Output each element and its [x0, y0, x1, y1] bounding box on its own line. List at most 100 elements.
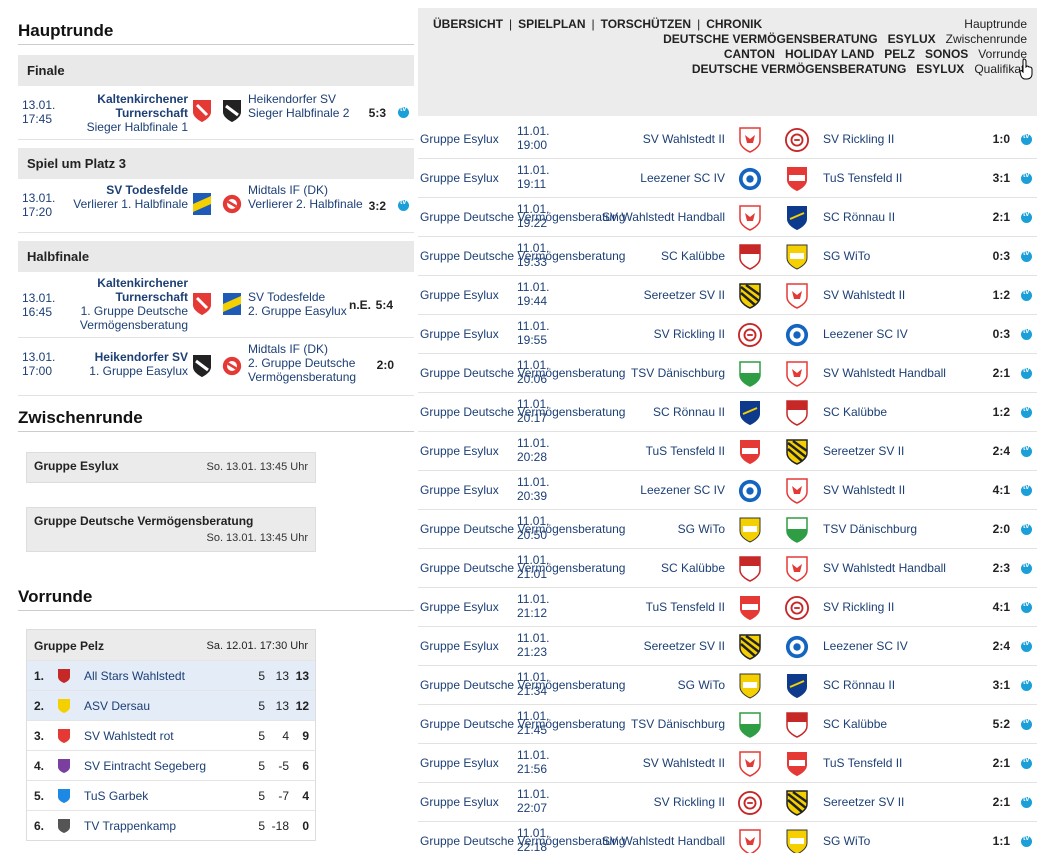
away-team[interactable]: Heikendorfer SV Sieger Halbfinale 2	[248, 92, 350, 120]
nav-vr-holiday[interactable]: HOLIDAY LAND	[784, 47, 875, 61]
away-team[interactable]: SG WiTo	[823, 249, 871, 263]
nav-q-dvag[interactable]: DEUTSCHE VERMÖGENSBERATUNG	[691, 62, 907, 76]
game-group[interactable]: Gruppe Esylux	[420, 795, 499, 809]
game-group[interactable]: Gruppe Esylux	[420, 444, 499, 458]
tv-icon[interactable]	[1021, 211, 1032, 223]
game-group[interactable]: Gruppe Deutsche Vermögensberatung	[420, 210, 626, 224]
standings-header[interactable]: Gruppe Pelz Sa. 12.01. 17:30 Uhr	[27, 630, 315, 660]
away-team[interactable]: TuS Tensfeld II	[823, 171, 903, 185]
standings-row[interactable]: 6. TV Trappenkamp 5 -18 0	[27, 810, 315, 840]
game-group[interactable]: Gruppe Deutsche Vermögensberatung	[420, 717, 626, 731]
tv-icon[interactable]	[1021, 523, 1032, 535]
game-row[interactable]: Gruppe Deutsche Vermögensberatung 11.01. 2…	[418, 666, 1037, 705]
away-team[interactable]: SV Wahlstedt Handball	[823, 561, 946, 575]
tv-icon[interactable]	[1021, 289, 1032, 301]
game-row[interactable]: Gruppe Deutsche Vermögensberatung 11.01. 2…	[418, 393, 1037, 432]
game-row[interactable]: Gruppe Deutsche Vermögensberatung 11.01. 2…	[418, 510, 1037, 549]
home-team[interactable]: Leezener SC IV	[640, 483, 725, 497]
home-team[interactable]: Kaltenkirchener Turnerschaft 1. Gruppe De…	[79, 276, 188, 332]
away-team[interactable]: SC Rönnau II	[823, 210, 896, 224]
tv-icon[interactable]	[1021, 640, 1032, 652]
game-row[interactable]: Gruppe Esylux 11.01. 19:00 SV Wahlstedt II S…	[418, 120, 1037, 159]
game-row[interactable]: Gruppe Deutsche Vermögensberatung 11.01. 2…	[418, 822, 1037, 853]
home-team[interactable]: Kaltenkirchener Turnerschaft Sieger Halbf…	[86, 92, 188, 134]
home-team[interactable]: TuS Tensfeld II	[645, 600, 725, 614]
game-group[interactable]: Gruppe Deutsche Vermögensberatung	[420, 561, 626, 575]
tv-icon[interactable]	[398, 106, 409, 118]
tv-icon[interactable]	[1021, 796, 1032, 808]
away-team[interactable]: Midtals IF (DK) 2. Gruppe Deutsche Vermög…	[248, 342, 357, 384]
tv-icon[interactable]	[1021, 718, 1032, 730]
game-group[interactable]: Gruppe Deutsche Vermögensberatung	[420, 834, 626, 848]
game-row[interactable]: Gruppe Esylux 11.01. 21:23 Sereetzer SV II L…	[418, 627, 1037, 666]
game-group[interactable]: Gruppe Esylux	[420, 132, 499, 146]
away-team[interactable]: SV Rickling II	[823, 600, 895, 614]
game-group[interactable]: Gruppe Esylux	[420, 756, 499, 770]
standings-row[interactable]: 2. ASV Dersau 5 13 12	[27, 690, 315, 720]
nav-q-esylux[interactable]: ESYLUX	[916, 62, 965, 76]
away-team[interactable]: SV Wahlstedt II	[823, 288, 906, 302]
game-row[interactable]: Gruppe Esylux 11.01. 20:28 TuS Tensfeld II S…	[418, 432, 1037, 471]
team-name[interactable]: SV Wahlstedt rot	[84, 729, 174, 743]
nav-zwischenrunde[interactable]: Zwischenrunde	[945, 32, 1027, 46]
home-team[interactable]: TSV Dänischburg	[630, 717, 725, 731]
home-team[interactable]: SV Todesfelde Verlierer 1. Halbfinale	[73, 183, 188, 211]
home-team[interactable]: TuS Tensfeld II	[645, 444, 725, 458]
home-team[interactable]: SV Wahlstedt II	[642, 132, 725, 146]
team-name[interactable]: TuS Garbek	[84, 789, 149, 803]
home-team[interactable]: Heikendorfer SV 1. Gruppe Easylux	[89, 350, 188, 378]
game-row[interactable]: Gruppe Esylux 11.01. 20:39 Leezener SC IV SV…	[418, 471, 1037, 510]
game-group[interactable]: Gruppe Deutsche Vermögensberatung	[420, 249, 626, 263]
away-team[interactable]: SV Todesfelde 2. Gruppe Easylux	[248, 290, 347, 318]
game-row[interactable]: Gruppe Deutsche Vermögensberatung 11.01. 2…	[418, 354, 1037, 393]
home-team[interactable]: SV Rickling II	[653, 795, 725, 809]
home-team[interactable]: SC Rönnau II	[652, 405, 725, 419]
away-team[interactable]: TuS Tensfeld II	[823, 756, 903, 770]
game-group[interactable]: Gruppe Esylux	[420, 639, 499, 653]
team-name[interactable]: All Stars Wahlstedt	[84, 669, 185, 683]
nav-qualifikation[interactable]: Qualifikati	[974, 62, 1027, 76]
nav-vr-pelz[interactable]: PELZ	[884, 47, 915, 61]
tv-icon[interactable]	[1021, 172, 1032, 184]
tv-icon[interactable]	[1021, 757, 1032, 769]
tv-icon[interactable]	[1021, 328, 1032, 340]
game-row[interactable]: Gruppe Esylux 11.01. 21:56 SV Wahlstedt II T…	[418, 744, 1037, 783]
standings-row[interactable]: 1. All Stars Wahlstedt 5 13 13	[27, 660, 315, 690]
nav-spielplan[interactable]: SPIELPLAN	[518, 17, 586, 31]
game-row[interactable]: Gruppe Deutsche Vermögensberatung 11.01. 2…	[418, 705, 1037, 744]
game-group[interactable]: Gruppe Deutsche Vermögensberatung	[420, 678, 626, 692]
game-row[interactable]: Gruppe Esylux 11.01. 19:11 Leezener SC IV Tu…	[418, 159, 1037, 198]
home-team[interactable]: SV Rickling II	[653, 327, 725, 341]
game-group[interactable]: Gruppe Esylux	[420, 327, 499, 341]
away-team[interactable]: Sereetzer SV II	[823, 795, 905, 809]
game-group[interactable]: Gruppe Esylux	[420, 483, 499, 497]
home-team[interactable]: SV Wahlstedt Handball	[602, 210, 725, 224]
tv-icon[interactable]	[1021, 250, 1032, 262]
home-team[interactable]: SG WiTo	[677, 522, 725, 536]
home-team[interactable]: TSV Dänischburg	[630, 366, 725, 380]
game-row[interactable]: Gruppe Esylux 11.01. 19:44 Sereetzer SV II S…	[418, 276, 1037, 315]
tv-icon[interactable]	[398, 199, 409, 211]
away-team[interactable]: SG WiTo	[823, 834, 871, 848]
finale-match[interactable]: 13.01. 17:45 Kaltenkirchener Turnerschaft…	[18, 86, 414, 140]
away-team[interactable]: SV Wahlstedt Handball	[823, 366, 946, 380]
game-group[interactable]: Gruppe Deutsche Vermögensberatung	[420, 366, 626, 380]
tv-icon[interactable]	[1021, 367, 1032, 379]
nav-zw-esylux[interactable]: ESYLUX	[887, 32, 936, 46]
tv-icon[interactable]	[1021, 484, 1032, 496]
nav-uebersicht[interactable]: ÜBERSICHT	[433, 17, 504, 31]
away-team[interactable]: SC Rönnau II	[823, 678, 896, 692]
team-name[interactable]: TV Trappenkamp	[84, 819, 177, 833]
game-group[interactable]: Gruppe Deutsche Vermögensberatung	[420, 522, 626, 536]
standings-row[interactable]: 3. SV Wahlstedt rot 5 4 9	[27, 720, 315, 750]
away-team[interactable]: Midtals IF (DK) Verlierer 2. Halbfinale	[248, 183, 363, 211]
team-name[interactable]: ASV Dersau	[84, 699, 151, 713]
game-row[interactable]: Gruppe Deutsche Vermögensberatung 11.01. 2…	[418, 549, 1037, 588]
nav-torschuetzen[interactable]: TORSCHÜTZEN	[600, 17, 692, 31]
away-team[interactable]: SV Rickling II	[823, 132, 895, 146]
home-team[interactable]: SG WiTo	[677, 678, 725, 692]
home-team[interactable]: Sereetzer SV II	[643, 639, 725, 653]
standings-row[interactable]: 5. TuS Garbek 5 -7 4	[27, 780, 315, 810]
game-row[interactable]: Gruppe Esylux 11.01. 19:55 SV Rickling II Le…	[418, 315, 1037, 354]
home-team[interactable]: SC Kalübbe	[660, 249, 725, 263]
